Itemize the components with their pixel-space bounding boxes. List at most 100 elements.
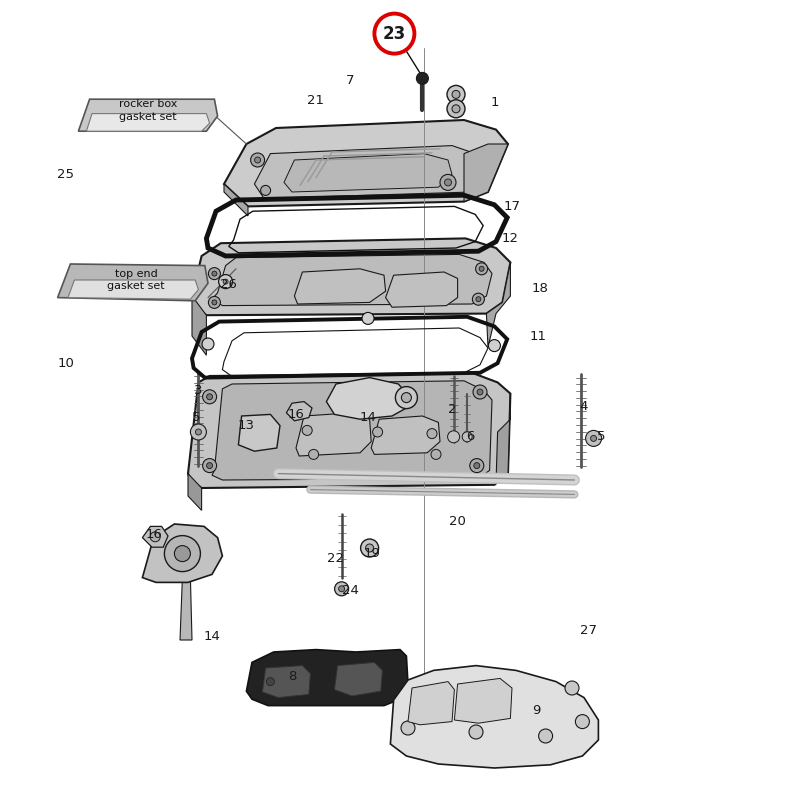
Text: 14: 14 [359,411,377,424]
Circle shape [254,157,261,163]
Polygon shape [284,154,452,192]
Circle shape [309,450,318,459]
Text: 20: 20 [449,515,466,528]
Circle shape [174,546,190,562]
Text: 23: 23 [382,25,406,42]
Polygon shape [142,526,168,547]
Polygon shape [224,184,248,216]
Circle shape [479,266,484,271]
Circle shape [223,279,228,284]
Text: 22: 22 [327,552,345,565]
Circle shape [165,536,200,571]
Polygon shape [486,262,510,347]
Circle shape [202,458,217,473]
Circle shape [266,678,274,686]
Text: 10: 10 [57,358,74,370]
Polygon shape [296,413,371,456]
Text: 11: 11 [529,330,546,342]
Polygon shape [371,416,440,454]
Text: 7: 7 [346,74,354,86]
Circle shape [477,389,483,395]
Text: 13: 13 [238,419,255,432]
Text: 2: 2 [448,403,456,416]
Circle shape [488,339,501,352]
Polygon shape [386,272,458,307]
Polygon shape [86,114,210,131]
Circle shape [431,450,441,459]
Circle shape [373,427,382,437]
Text: 3: 3 [194,384,202,397]
Circle shape [476,297,481,302]
Circle shape [448,430,459,443]
Polygon shape [464,144,508,202]
Circle shape [338,586,345,592]
Polygon shape [390,666,598,768]
Text: top end
gasket set: top end gasket set [107,269,165,291]
Text: 16: 16 [287,408,305,421]
Text: 25: 25 [57,168,74,181]
Text: 16: 16 [145,528,162,541]
Polygon shape [238,414,280,451]
Polygon shape [192,296,206,355]
Polygon shape [262,666,310,698]
Polygon shape [494,394,510,485]
Text: 27: 27 [580,624,598,637]
Polygon shape [192,238,510,315]
Circle shape [473,385,487,399]
Circle shape [472,293,485,305]
Circle shape [302,426,312,435]
Polygon shape [188,474,202,510]
Polygon shape [326,378,408,419]
Polygon shape [454,678,512,723]
Polygon shape [212,381,492,480]
Polygon shape [180,578,192,640]
Polygon shape [188,373,510,488]
Text: 18: 18 [531,282,549,294]
Circle shape [475,262,487,274]
Circle shape [401,721,415,735]
Circle shape [206,394,213,400]
Polygon shape [68,280,198,299]
Circle shape [202,338,214,350]
Circle shape [469,725,483,739]
Circle shape [590,435,597,442]
Polygon shape [212,254,492,306]
Circle shape [202,390,217,404]
Circle shape [261,186,270,195]
Circle shape [474,462,480,469]
Polygon shape [78,99,218,131]
Circle shape [565,681,579,695]
Circle shape [427,429,437,438]
Circle shape [445,179,451,186]
Text: 8: 8 [288,670,296,682]
Circle shape [374,14,414,54]
Text: 6: 6 [466,430,474,442]
Circle shape [366,544,374,552]
Polygon shape [142,524,222,582]
Text: 5: 5 [192,411,200,424]
Polygon shape [58,264,208,301]
Circle shape [195,429,202,435]
Circle shape [206,462,213,469]
Circle shape [575,714,590,729]
Text: 14: 14 [203,630,221,642]
Text: 12: 12 [502,232,519,245]
Polygon shape [286,402,312,421]
Circle shape [361,539,378,557]
Text: 9: 9 [532,704,540,717]
Text: 1: 1 [490,96,498,109]
Text: 21: 21 [307,94,325,106]
Circle shape [452,105,460,113]
Circle shape [395,386,418,409]
Circle shape [452,90,460,98]
Circle shape [447,100,465,118]
Circle shape [212,300,217,305]
Circle shape [470,458,484,473]
Circle shape [417,72,429,84]
Circle shape [208,296,221,308]
Circle shape [440,174,456,190]
Circle shape [402,393,411,402]
Circle shape [190,424,206,440]
Circle shape [212,271,217,276]
Text: 26: 26 [219,278,237,290]
